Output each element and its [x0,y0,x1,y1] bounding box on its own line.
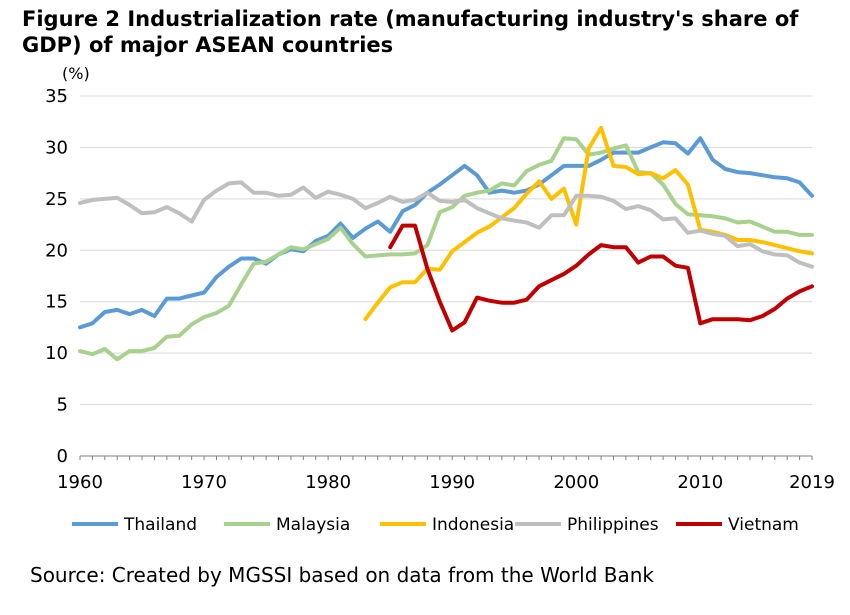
x-tick-label: 2000 [553,472,599,493]
legend-label-vietnam: Vietnam [728,515,799,535]
y-tick-label: 20 [45,240,68,261]
source-note: Source: Created by MGSSI based on data f… [30,563,654,587]
legend-label-philippines: Philippines [567,515,659,535]
series-line-indonesia [363,125,814,322]
gridlines [80,95,812,457]
x-tick-label: 1960 [57,472,103,493]
legend-label-malaysia: Malaysia [276,515,350,535]
x-tick-label: 1970 [181,472,227,493]
x-tick-label: 2019 [789,472,835,493]
legend-label-thailand: Thailand [123,515,197,535]
y-tick-label: 35 [45,86,68,107]
x-tick-label: 2010 [677,472,723,493]
series-lines [78,125,814,362]
y-tick-label: 5 [57,395,68,416]
series-line-malaysia [78,136,814,362]
y-tick-label: 15 [45,292,68,313]
y-tick-label: 0 [57,446,68,467]
series-line-vietnam [388,223,814,333]
x-tick-label: 1990 [429,472,475,493]
x-axis: 1960 1970 1980 1990 2000 2010 2019 [57,456,835,493]
legend: Thailand Malaysia Indonesia Philippines Viet… [72,515,799,535]
y-tick-label: 10 [45,343,68,364]
x-tick-label: 1980 [305,472,351,493]
series-line-thailand [78,136,814,330]
series-line-philippines [78,180,814,269]
y-tick-label: 30 [45,137,68,158]
y-axis-unit-label: (%) [62,64,90,83]
legend-label-indonesia: Indonesia [432,515,514,535]
y-tick-label: 25 [45,189,68,210]
y-axis: 0 5 10 15 20 25 30 35 [45,86,68,467]
chart-title: Figure 2 Industrialization rate (manufac… [22,7,799,57]
